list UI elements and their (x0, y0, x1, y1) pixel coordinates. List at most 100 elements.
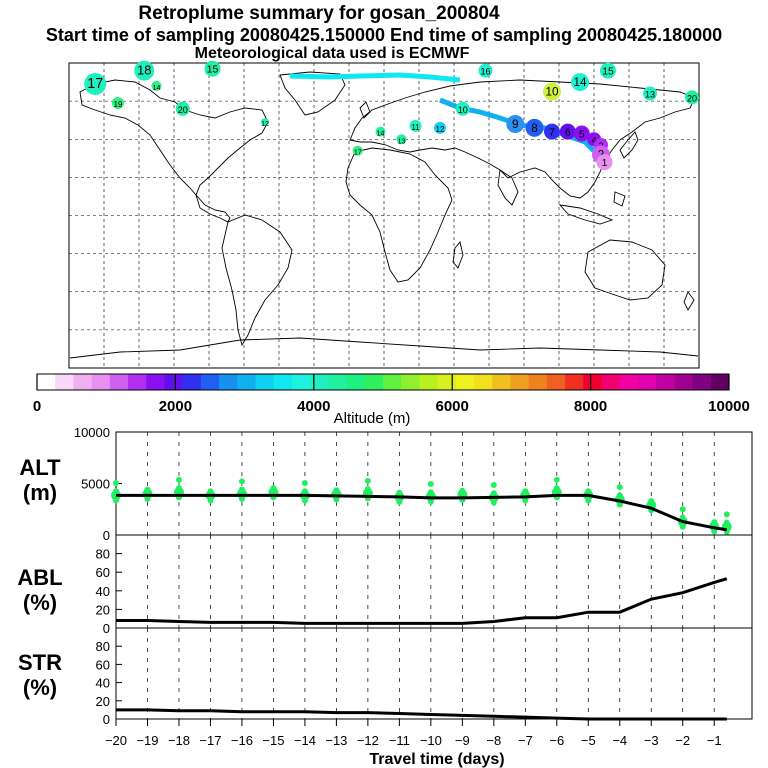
alt-scatter-point (301, 488, 308, 495)
colorbar-swatch (656, 374, 675, 390)
alt-series-line (116, 493, 728, 532)
colorbar-swatch (419, 374, 439, 390)
colorbar-tick-label: 8000 (574, 398, 607, 415)
abl-ytick-label: 20 (96, 602, 110, 617)
colorbar-swatch (219, 374, 238, 390)
colorbar-swatch (200, 374, 220, 390)
sampling-time-subtitle: Start time of sampling 20080425.150000 E… (45, 25, 723, 45)
colorbar-tick-label: 2000 (159, 398, 192, 415)
alt-scatter-point (396, 489, 403, 496)
colorbar-swatch (492, 374, 511, 390)
str-panel-unit: (%) (23, 675, 57, 700)
altitude-panel: ALT (m) 10000 5000 0 (19, 425, 753, 543)
cluster-marker (571, 73, 589, 92)
alt-scatter-point (711, 519, 718, 526)
x-tick-label: −15 (262, 733, 284, 748)
colorbar-tick-label: 6000 (436, 398, 469, 415)
cluster-marker (352, 145, 363, 156)
cluster-marker (600, 62, 616, 79)
colorbar-swatch (255, 374, 275, 390)
alt-scatter-point (113, 497, 119, 504)
cluster-label: 15 (602, 67, 614, 78)
cluster-label: 13 (398, 138, 406, 145)
cluster-label: 14 (153, 85, 161, 92)
cluster-label: 13 (645, 90, 655, 100)
alt-scatter-point (207, 497, 214, 504)
alt-ytick-label: 5000 (81, 477, 110, 492)
alt-scatter-point (490, 490, 497, 497)
colorbar-swatch (273, 374, 293, 390)
colorbar-swatch (619, 374, 639, 390)
abl-panel: ABL (%) 80 60 40 20 0 (17, 534, 753, 636)
x-tick-label: −10 (420, 733, 442, 748)
abl-ytick-label: 40 (96, 584, 110, 599)
colorbar-swatch (91, 374, 111, 390)
colorbar-tick-label: 10000 (708, 398, 750, 415)
cluster-marker (151, 80, 162, 91)
cluster-marker (175, 101, 190, 116)
cluster-label: 7 (549, 128, 555, 139)
cluster-label: 10 (458, 105, 468, 115)
abl-ytick-label: 0 (103, 621, 110, 636)
str-series-line (116, 708, 727, 721)
alt-scatter-point (238, 478, 245, 485)
alt-scatter-point (553, 485, 560, 492)
alt-scatter-point (175, 485, 182, 492)
cluster-marker (375, 126, 386, 137)
cluster-label: 20 (178, 105, 188, 115)
colorbar-swatch (601, 374, 621, 390)
altitude-colorbar: 0 2000 4000 6000 8000 10000 (33, 373, 750, 415)
cluster-label: 11 (411, 123, 419, 132)
cluster-marker (134, 60, 155, 81)
colorbar-swatch (291, 374, 311, 390)
colorbar-swatch (528, 374, 548, 390)
cluster-label: 19 (114, 100, 123, 109)
cluster-label: 14 (573, 76, 587, 89)
colorbar-swatch (310, 374, 329, 390)
abl-frame (115, 534, 753, 629)
str-panel: STR (%) 80 60 40 20 0 (18, 627, 753, 727)
cluster-label: 1 (602, 158, 608, 169)
x-tick-label: −1 (707, 733, 722, 748)
x-tick-label: −8 (486, 733, 501, 748)
x-tick-label: −6 (549, 733, 564, 748)
alt-scatter-point (396, 499, 403, 506)
alt-scatter-point (679, 514, 686, 521)
x-tick-label: −19 (136, 733, 158, 748)
alt-scatter-point (427, 489, 434, 496)
cluster-marker (112, 97, 124, 110)
colorbar-swatch (182, 374, 202, 390)
str-panel-label: STR (18, 650, 62, 675)
cluster-label: 6 (565, 128, 571, 139)
colorbar-swatch (692, 374, 712, 390)
world-map: 1718141519201610141513209876543211112131… (68, 60, 700, 369)
cluster-label: 15 (207, 65, 219, 76)
alt-scatter-point (301, 497, 308, 504)
x-tick-label: −4 (612, 733, 627, 748)
cluster-marker (596, 154, 613, 171)
colorbar-axis-label: Altitude (m) (334, 410, 411, 427)
cluster-label: 16 (480, 67, 490, 77)
colorbar-swatch (437, 374, 457, 390)
colorbar-swatch (37, 374, 56, 390)
alt-scatter-point (585, 488, 592, 495)
cluster-label: 4 (591, 135, 596, 145)
colorbar-swatch (474, 374, 493, 390)
x-tick-label: −16 (231, 733, 253, 748)
x-tick-label: −7 (518, 733, 533, 748)
str-ytick-label: 60 (96, 657, 110, 672)
abl-ytick-label: 60 (96, 565, 110, 580)
cluster-marker (204, 60, 221, 77)
colorbar-swatch (346, 374, 366, 390)
alt-scatter-point (113, 479, 119, 486)
cluster-label: 17 (354, 150, 362, 157)
alt-scatter-point (113, 488, 119, 495)
cluster-label: 20 (687, 93, 697, 103)
colorbar-swatch (383, 374, 402, 390)
str-ytick-label: 20 (96, 694, 110, 709)
alt-scatter-point (459, 487, 466, 494)
colorbar-swatch (510, 374, 530, 390)
cluster-marker (261, 118, 269, 127)
cluster-marker (525, 118, 544, 137)
upper-trajectory-band (289, 72, 461, 83)
